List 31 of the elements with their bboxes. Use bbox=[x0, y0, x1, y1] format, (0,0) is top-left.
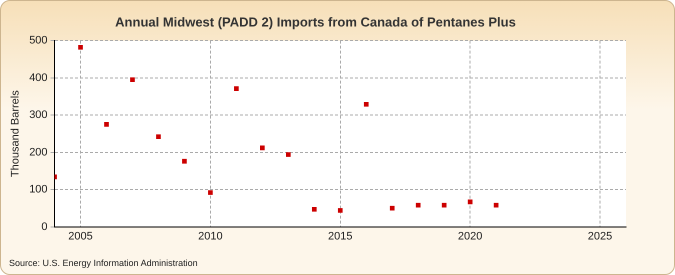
point bbox=[234, 86, 239, 91]
y-tick-label: 200 bbox=[29, 146, 48, 158]
point bbox=[338, 208, 343, 213]
point bbox=[286, 152, 291, 157]
point bbox=[156, 134, 161, 140]
point bbox=[104, 122, 109, 127]
x-tick-label: 2020 bbox=[458, 230, 482, 242]
point bbox=[260, 146, 265, 150]
point bbox=[442, 202, 447, 208]
x-tick-label: 2015 bbox=[328, 230, 353, 242]
x-tick-label: 2025 bbox=[588, 230, 612, 242]
x-tick-label: 2010 bbox=[198, 230, 223, 242]
y-tick-label: 100 bbox=[29, 184, 48, 196]
point bbox=[468, 200, 472, 204]
point bbox=[390, 206, 395, 211]
point bbox=[182, 158, 187, 164]
y-axis-title: Thousand Barrels bbox=[10, 90, 22, 178]
point bbox=[494, 202, 498, 208]
y-tick-label: 300 bbox=[29, 109, 48, 122]
point bbox=[364, 102, 369, 107]
point bbox=[416, 202, 421, 208]
y-tick-label: 500 bbox=[29, 34, 48, 47]
x-tick-label: 2005 bbox=[68, 230, 93, 242]
chart-title: Annual Midwest (PADD 2) Imports from Canada of Pentanes Plus bbox=[115, 14, 516, 30]
y-tick-label: 0 bbox=[41, 220, 48, 233]
y-tick-label: 400 bbox=[29, 72, 48, 84]
point bbox=[78, 44, 83, 50]
source-note: Source: U.S. Energy Information Administration bbox=[9, 258, 198, 268]
point bbox=[208, 190, 213, 195]
point bbox=[130, 77, 135, 82]
point bbox=[312, 206, 317, 212]
